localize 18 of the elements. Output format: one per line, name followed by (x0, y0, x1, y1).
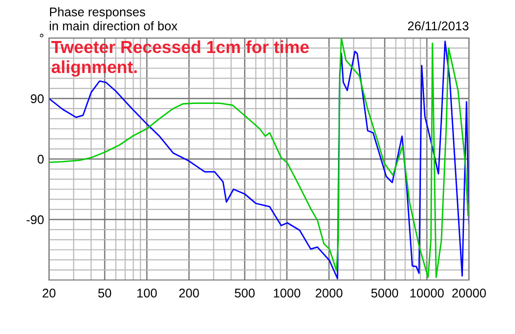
x-tick-label: 20 (42, 288, 56, 298)
x-tick-label: 10000 (410, 288, 444, 298)
x-tick-label: 500 (234, 288, 255, 298)
y-tick-label: 90 (30, 94, 44, 104)
chart-subtitle: in main direction of box (50, 21, 178, 30)
x-tick-label: 50 (98, 288, 112, 298)
x-tick-label: 100 (137, 288, 157, 298)
annotation: Tweeter Recessed 1cm for time alignment. (51, 40, 309, 77)
y-tick-label: 0 (38, 154, 44, 164)
x-tick-label: 5000 (371, 288, 398, 298)
x-tick-label: 200 (179, 288, 199, 298)
text: 26/11/2013 (408, 21, 468, 30)
y-tick-label: -90 (26, 215, 44, 224)
y-tick-label: ° (40, 34, 44, 38)
x-tick-label: 2000 (316, 288, 342, 298)
x-tick-label: 20000 (452, 288, 486, 298)
chart-title: Phase responses (50, 7, 146, 19)
x-tick-label: 1000 (274, 288, 300, 298)
